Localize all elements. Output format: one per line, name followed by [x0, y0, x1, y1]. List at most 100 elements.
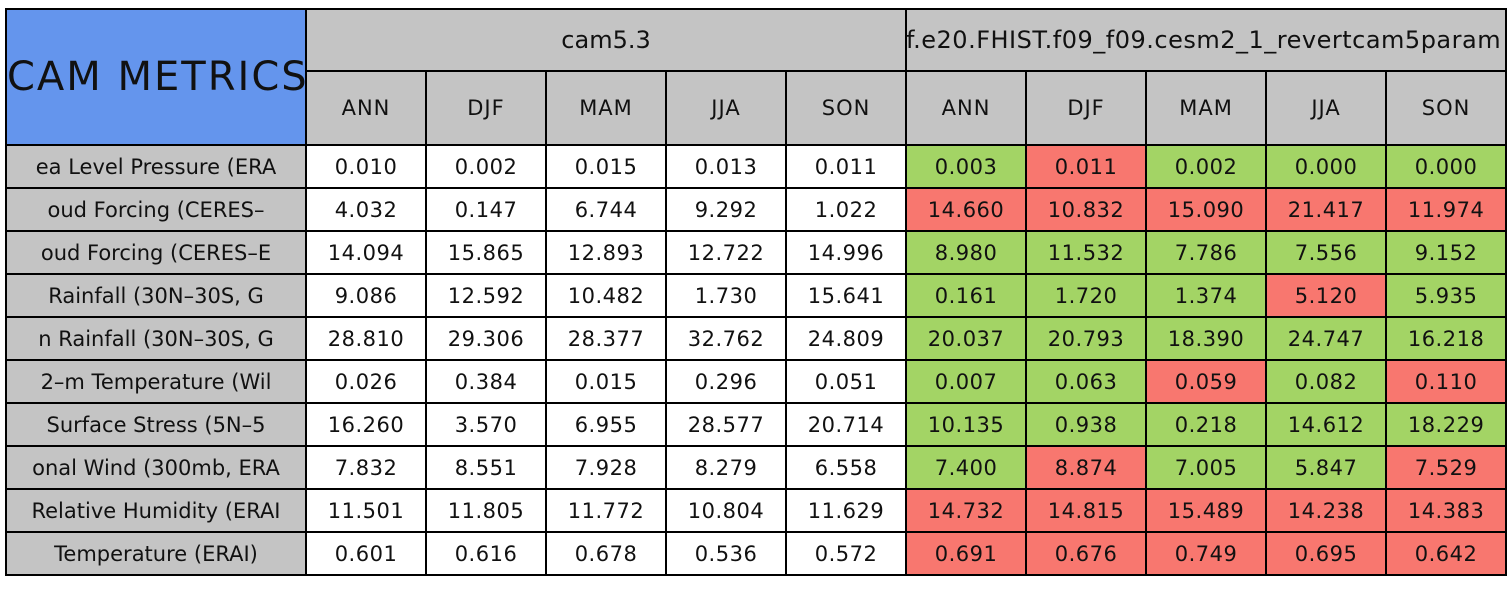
metric-value-revert: 24.747 [1265, 316, 1388, 361]
metric-value-revert: 14.612 [1265, 402, 1388, 447]
metric-value-revert: 1.374 [1145, 273, 1268, 318]
metric-value-cam53: 0.572 [784, 531, 908, 576]
metric-value-revert: 0.749 [1145, 531, 1268, 576]
metric-value-cam53: 3.570 [425, 402, 547, 447]
row-label: onal Wind (300mb, ERA [5, 445, 307, 490]
metric-value-cam53: 14.996 [784, 230, 908, 275]
metric-value-cam53: 12.722 [665, 230, 787, 275]
metric-value-cam53: 28.577 [665, 402, 787, 447]
metric-value-revert: 7.005 [1145, 445, 1268, 490]
metric-value-cam53: 0.147 [425, 187, 547, 232]
season-header-cam53-jja: JJA [665, 70, 787, 146]
metric-value-cam53: 6.955 [545, 402, 667, 447]
metric-value-cam53: 0.015 [545, 359, 667, 404]
metric-value-revert: 1.720 [1025, 273, 1148, 318]
metric-value-cam53: 6.558 [784, 445, 908, 490]
metric-value-cam53: 11.805 [425, 488, 547, 533]
metric-value-revert: 0.059 [1145, 359, 1268, 404]
table-row: oud Forcing (CERES–E 14.094 15.865 12.893 12… [5, 230, 1508, 275]
metric-value-cam53: 9.086 [305, 273, 427, 318]
metric-value-revert: 18.229 [1385, 402, 1508, 447]
metric-value-revert: 0.000 [1385, 144, 1508, 189]
row-label: oud Forcing (CERES– [5, 187, 307, 232]
metric-value-cam53: 20.714 [784, 402, 908, 447]
metric-value-cam53: 7.832 [305, 445, 427, 490]
metric-value-revert: 11.532 [1025, 230, 1148, 275]
row-label: Rainfall (30N–30S, G [5, 273, 307, 318]
metric-value-cam53: 1.022 [784, 187, 908, 232]
metric-value-revert: 5.847 [1265, 445, 1388, 490]
season-header-revert-djf: DJF [1025, 70, 1148, 146]
metric-value-cam53: 24.809 [784, 316, 908, 361]
metric-value-revert: 0.063 [1025, 359, 1148, 404]
table-row: Temperature (ERAI) 0.601 0.616 0.678 0.536 0.… [5, 531, 1508, 576]
metric-value-cam53: 0.013 [665, 144, 787, 189]
group-header-row: CAM METRICS cam5.3 f.e20.FHIST.f09_f09.c… [5, 8, 1508, 146]
metric-value-cam53: 0.051 [784, 359, 908, 404]
metric-value-revert: 15.489 [1145, 488, 1268, 533]
metric-value-cam53: 11.501 [305, 488, 427, 533]
season-header-cam53-son: SON [784, 70, 908, 146]
metric-value-cam53: 12.893 [545, 230, 667, 275]
metric-value-revert: 14.732 [905, 488, 1028, 533]
table-row: Surface Stress (5N–5 16.260 3.570 6.955 28.5… [5, 402, 1508, 447]
group-header-revertcam5param: f.e20.FHIST.f09_f09.cesm2_1_revertcam5pa… [905, 8, 1508, 72]
metric-value-cam53: 0.010 [305, 144, 427, 189]
metric-value-revert: 0.691 [905, 531, 1028, 576]
metric-value-cam53: 0.002 [425, 144, 547, 189]
row-label: Temperature (ERAI) [5, 531, 307, 576]
metrics-table: CAM METRICS cam5.3 f.e20.FHIST.f09_f09.c… [5, 8, 1508, 576]
row-label: oud Forcing (CERES–E [5, 230, 307, 275]
metric-value-cam53: 10.482 [545, 273, 667, 318]
metric-value-revert: 18.390 [1145, 316, 1268, 361]
metric-value-cam53: 0.616 [425, 531, 547, 576]
metric-value-revert: 16.218 [1385, 316, 1508, 361]
table-row: oud Forcing (CERES– 4.032 0.147 6.744 9.292 1… [5, 187, 1508, 232]
metric-value-cam53: 0.296 [665, 359, 787, 404]
row-label: Relative Humidity (ERAI [5, 488, 307, 533]
metric-value-cam53: 28.810 [305, 316, 427, 361]
metric-value-revert: 9.152 [1385, 230, 1508, 275]
metric-value-cam53: 1.730 [665, 273, 787, 318]
metrics-table-body: ea Level Pressure (ERA 0.010 0.002 0.015 0.0… [5, 144, 1508, 576]
season-header-cam53-djf: DJF [425, 70, 547, 146]
metric-value-revert: 0.642 [1385, 531, 1508, 576]
metric-value-revert: 0.676 [1025, 531, 1148, 576]
metric-value-revert: 0.082 [1265, 359, 1388, 404]
metric-value-revert: 0.007 [905, 359, 1028, 404]
metric-value-cam53: 0.601 [305, 531, 427, 576]
metric-value-revert: 7.400 [905, 445, 1028, 490]
metric-value-cam53: 0.026 [305, 359, 427, 404]
metric-value-cam53: 0.011 [784, 144, 908, 189]
metric-value-cam53: 4.032 [305, 187, 427, 232]
season-header-revert-ann: ANN [905, 70, 1028, 146]
metric-value-revert: 10.832 [1025, 187, 1148, 232]
metric-value-revert: 0.110 [1385, 359, 1508, 404]
table-row: Rainfall (30N–30S, G 9.086 12.592 10.482 1.7… [5, 273, 1508, 318]
table-row: Relative Humidity (ERAI 11.501 11.805 11.77… [5, 488, 1508, 533]
metric-value-cam53: 10.804 [665, 488, 787, 533]
metric-value-cam53: 7.928 [545, 445, 667, 490]
metric-value-cam53: 15.865 [425, 230, 547, 275]
metric-value-revert: 0.161 [905, 273, 1028, 318]
metric-value-revert: 7.786 [1145, 230, 1268, 275]
metric-value-revert: 7.529 [1385, 445, 1508, 490]
metric-value-revert: 7.556 [1265, 230, 1388, 275]
metric-value-revert: 8.874 [1025, 445, 1148, 490]
metric-value-revert: 0.000 [1265, 144, 1388, 189]
season-header-row: ANN DJF MAM JJA SON ANN DJF MAM JJA SON [6, 70, 1508, 146]
metric-value-revert: 5.120 [1265, 273, 1388, 318]
metric-value-revert: 0.695 [1265, 531, 1388, 576]
metric-value-cam53: 0.384 [425, 359, 547, 404]
row-label: n Rainfall (30N–30S, G [5, 316, 307, 361]
metric-value-revert: 20.037 [905, 316, 1028, 361]
metric-value-cam53: 32.762 [665, 316, 787, 361]
metric-value-revert: 21.417 [1265, 187, 1388, 232]
metric-value-cam53: 14.094 [305, 230, 427, 275]
metric-value-revert: 0.218 [1145, 402, 1268, 447]
metric-value-cam53: 0.678 [545, 531, 667, 576]
metric-value-revert: 0.002 [1145, 144, 1268, 189]
metric-value-cam53: 9.292 [665, 187, 787, 232]
group-header-cam53: cam5.3 [304, 8, 908, 72]
metric-value-cam53: 11.772 [545, 488, 667, 533]
